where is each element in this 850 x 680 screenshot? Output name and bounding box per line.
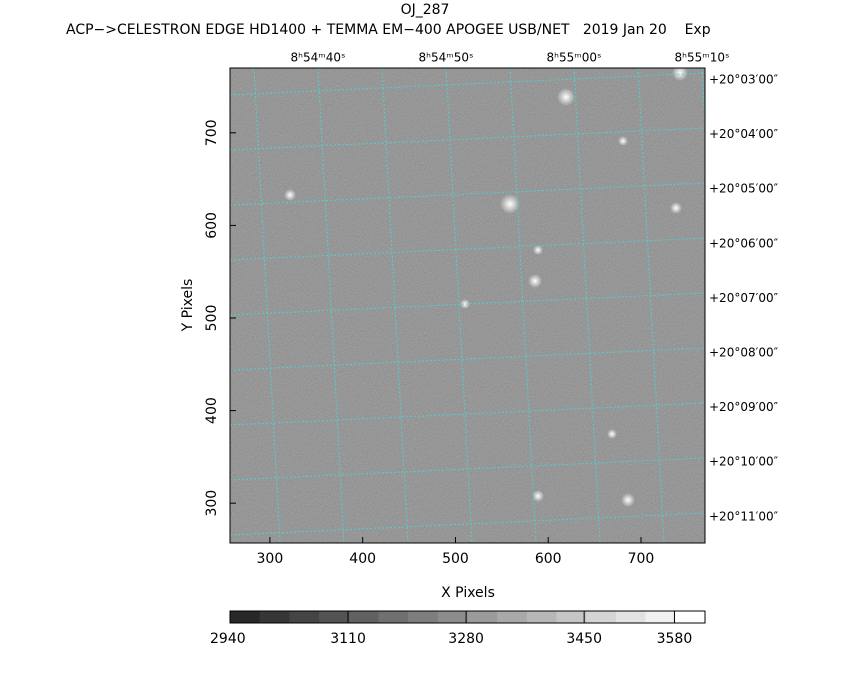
ra-tick-label: 8ʰ55ᵐ00ˢ (547, 51, 602, 65)
dec-grid-line (230, 182, 705, 206)
ra-grid-line (381, 68, 409, 543)
x-tick-label: 300 (257, 551, 284, 567)
x-tick-label: 700 (628, 551, 655, 567)
x-axis-label: X Pixels (441, 585, 495, 601)
dec-tick-label: +20°03′00″ (709, 73, 779, 87)
ra-grid-line (317, 68, 345, 543)
dec-grid-line (230, 237, 705, 261)
dec-grid-line (230, 457, 705, 481)
colorbar-tick-label: 3110 (330, 631, 366, 647)
colorbar-step (556, 611, 587, 623)
image (126, 68, 850, 543)
colorbar-step (675, 611, 706, 623)
dec-grid-line (230, 72, 705, 96)
y-tick-label: 500 (204, 305, 220, 332)
colorbar-step (319, 611, 350, 623)
colorbar-step (408, 611, 439, 623)
colorbar-tick-label: 3280 (448, 631, 484, 647)
y-tick-label: 400 (204, 397, 220, 424)
x-tick-label: 600 (535, 551, 562, 567)
stars (284, 68, 688, 507)
colorbar-step (467, 611, 498, 623)
dec-grid-line (230, 292, 705, 316)
dec-tick-label: +20°08′00″ (709, 346, 779, 360)
colorbar (230, 611, 706, 623)
colorbar-step (259, 611, 290, 623)
dec-tick-label: +20°09′00″ (709, 400, 779, 414)
dec-grid-line (230, 127, 705, 151)
dec-tick-label: +20°07′00″ (709, 291, 779, 305)
wcs-grid (126, 68, 850, 543)
dec-tick-label: +20°05′00″ (709, 182, 779, 196)
colorbar-step (437, 611, 468, 623)
chart-subtitle: ACP−>CELESTRON EDGE HD1400 + TEMMA EM−40… (66, 22, 711, 38)
colorbar-tick-label: 2940 (210, 631, 246, 647)
dec-grid-line (230, 402, 705, 426)
colorbar-step (378, 611, 409, 623)
y-tick-label: 600 (204, 212, 220, 239)
colorbar-step (615, 611, 647, 623)
dec-tick-label: +20°10′00″ (709, 455, 779, 469)
colorbar-tick-label: 3580 (657, 631, 693, 647)
colorbar-step (645, 611, 676, 623)
colorbar-step (586, 611, 617, 623)
ra-grid-line (573, 68, 601, 543)
ra-grid-line (509, 68, 537, 543)
ra-tick-label: 8ʰ54ᵐ50ˢ (419, 51, 474, 65)
ra-tick-label: 8ʰ54ᵐ40ˢ (291, 51, 346, 65)
colorbar-step (230, 611, 261, 623)
colorbar-step (348, 611, 379, 623)
dec-tick-label: +20°06′00″ (709, 236, 779, 250)
ra-grid-line (126, 68, 152, 543)
ra-grid-line (637, 68, 665, 543)
ra-tick-label: 8ʰ55ᵐ10ˢ (675, 51, 730, 65)
y-tick-label: 700 (204, 119, 220, 146)
x-tick-label: 500 (442, 551, 469, 567)
ra-grid-line (253, 68, 281, 543)
dec-grid-line (230, 512, 705, 536)
image-frame (229, 67, 706, 544)
y-axis-label: Y Pixels (180, 279, 196, 333)
colorbar-step (289, 611, 320, 623)
dec-grid-line (230, 347, 705, 371)
colorbar-step (497, 611, 528, 623)
ra-grid-line (830, 68, 850, 543)
dec-tick-label: +20°04′00″ (709, 127, 779, 141)
x-tick-label: 400 (349, 551, 376, 567)
colorbar-step (526, 611, 558, 623)
chart-title: OJ_287 (401, 2, 450, 18)
colorbar-tick-label: 3450 (566, 631, 602, 647)
ra-grid-line (445, 68, 473, 543)
dec-tick-label: +20°11′00″ (709, 509, 779, 523)
y-tick-label: 300 (204, 490, 220, 517)
